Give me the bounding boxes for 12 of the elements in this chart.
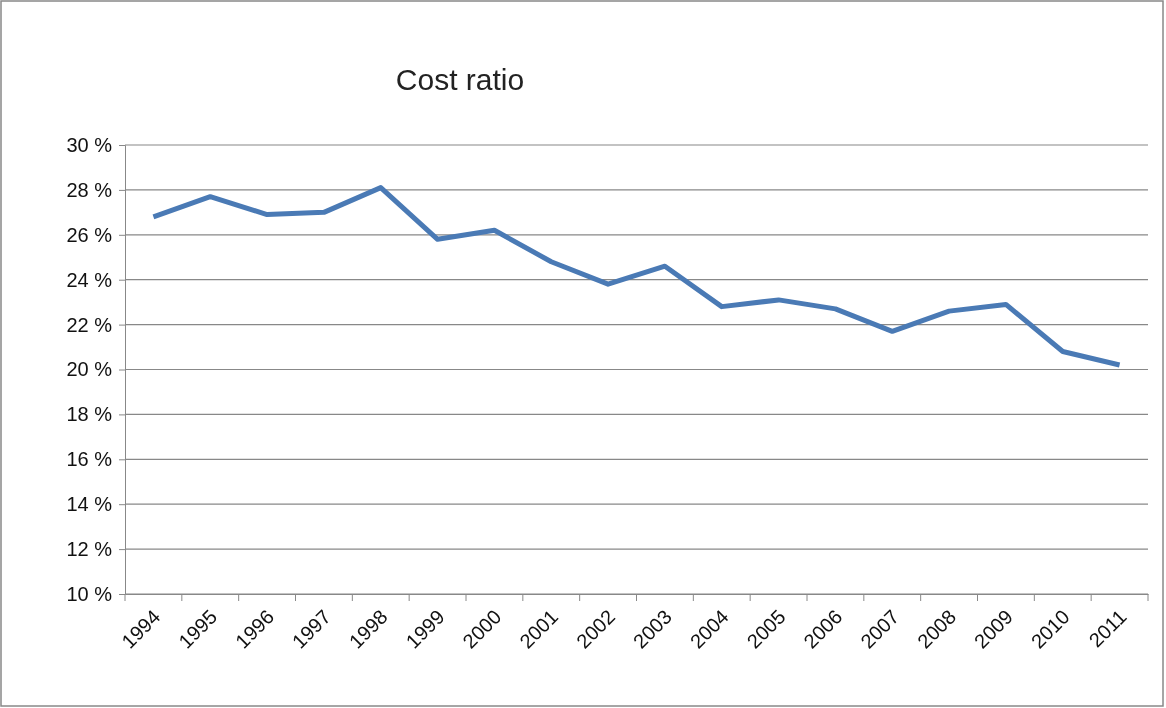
y-tick-label: 10 % xyxy=(66,582,113,605)
y-tick-label: 24 % xyxy=(66,268,113,291)
y-tick-label: 12 % xyxy=(66,538,113,560)
y-tick-label: 28 % xyxy=(66,178,113,201)
y-tick-label: 18 % xyxy=(66,403,113,426)
chart-title: Cost ratio xyxy=(395,63,525,96)
y-tick-label: 22 % xyxy=(66,313,113,336)
y-tick-label: 30 % xyxy=(66,133,113,156)
y-tick-label: 16 % xyxy=(66,448,113,471)
y-tick-label: 26 % xyxy=(66,223,113,246)
y-tick-label: 20 % xyxy=(66,358,113,381)
y-tick-label: 14 % xyxy=(66,493,113,516)
